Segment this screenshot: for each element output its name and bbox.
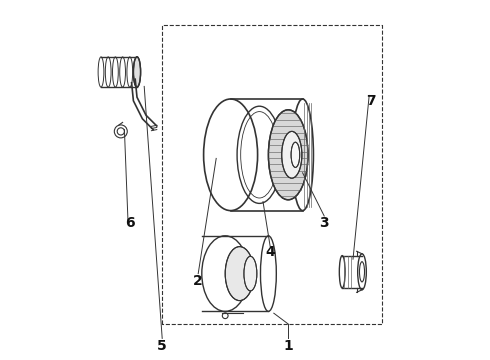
Ellipse shape (225, 247, 254, 301)
Text: 2: 2 (194, 274, 203, 288)
Text: 6: 6 (125, 216, 135, 230)
Text: 3: 3 (319, 216, 329, 230)
Text: 1: 1 (283, 339, 293, 352)
Text: 7: 7 (366, 94, 376, 108)
Ellipse shape (291, 142, 300, 167)
Ellipse shape (269, 110, 308, 200)
Ellipse shape (282, 131, 302, 178)
Ellipse shape (133, 57, 141, 87)
Text: 5: 5 (157, 339, 167, 352)
Text: 4: 4 (265, 245, 275, 259)
Ellipse shape (244, 256, 257, 291)
